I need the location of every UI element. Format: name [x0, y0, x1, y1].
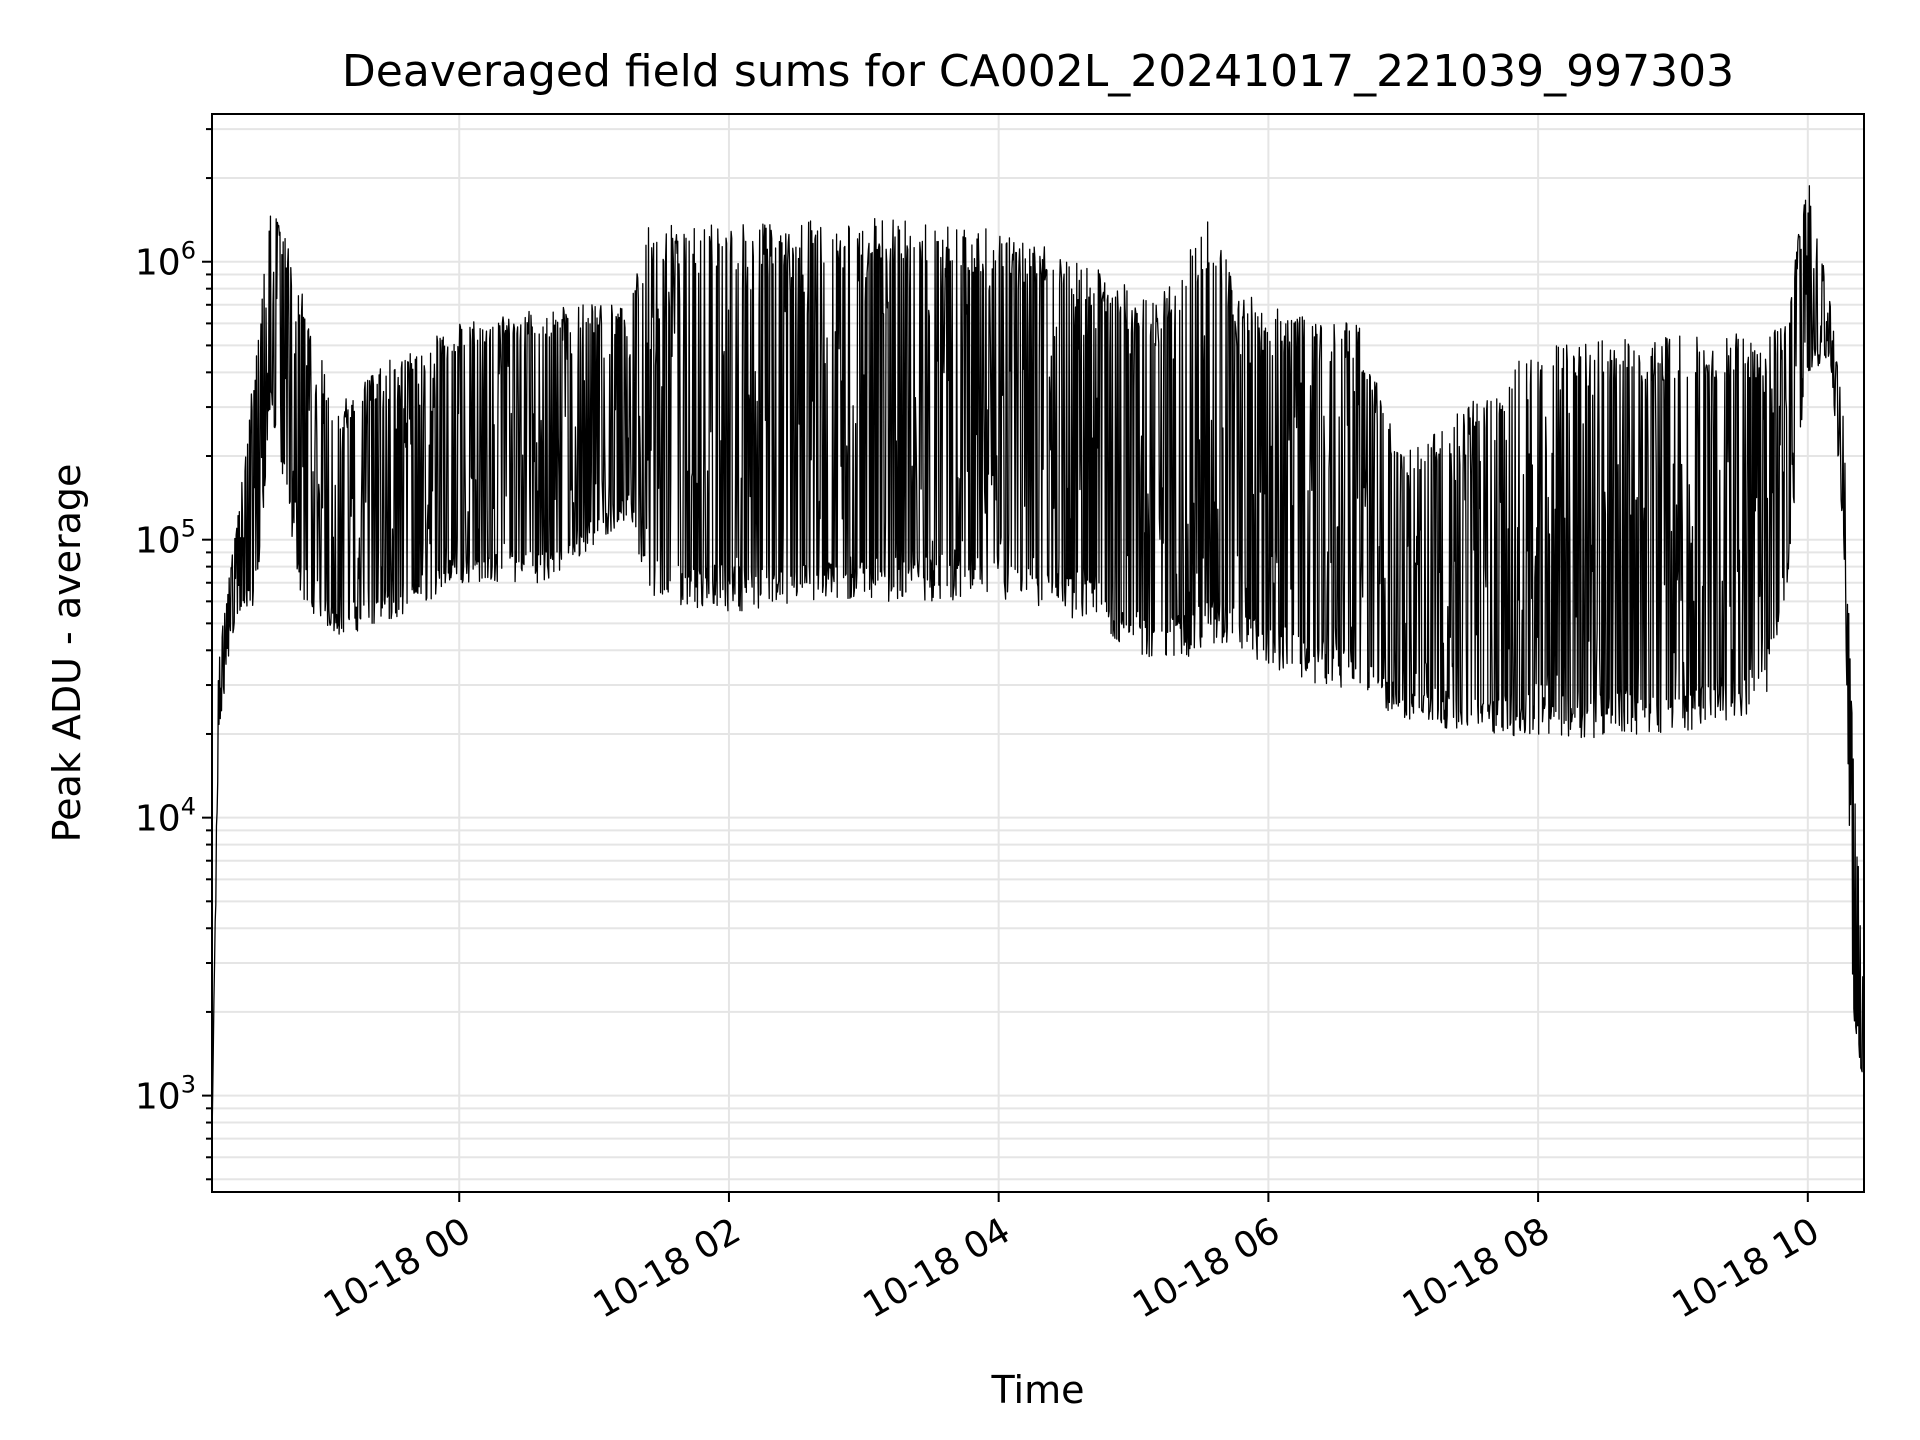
plot-frame [211, 113, 1865, 1193]
series-layer [211, 185, 1865, 1139]
y-axis-label: Peak ADU - average [45, 464, 89, 843]
y-tick-exponent: 5 [181, 515, 196, 543]
chart-title: Deaveraged field sums for CA002L_2024101… [342, 46, 1734, 97]
y-tick-label: 106 [135, 237, 196, 284]
y-tick-label: 105 [135, 515, 196, 562]
y-tick-exponent: 6 [181, 237, 196, 265]
y-tick-label: 104 [135, 793, 196, 840]
y-tick-base: 10 [135, 799, 181, 840]
x-tick-label: 10-18 10 [1666, 1210, 1827, 1326]
y-tick-exponent: 3 [181, 1071, 196, 1099]
y-tick-base: 10 [135, 243, 181, 284]
y-tick-base: 10 [135, 1077, 181, 1118]
y-tick-exponent: 4 [181, 793, 196, 821]
x-tick-label: 10-18 06 [1126, 1210, 1287, 1326]
x-tick-label: 10-18 08 [1396, 1210, 1557, 1326]
y-tick-label: 103 [135, 1071, 196, 1118]
x-tick-label: 10-18 00 [317, 1210, 478, 1326]
x-tick-label: 10-18 02 [587, 1210, 748, 1326]
y-tick-base: 10 [135, 521, 181, 562]
x-axis-label: Time [991, 1368, 1085, 1412]
x-tick-label: 10-18 04 [856, 1210, 1017, 1326]
series-line [211, 185, 1865, 1139]
